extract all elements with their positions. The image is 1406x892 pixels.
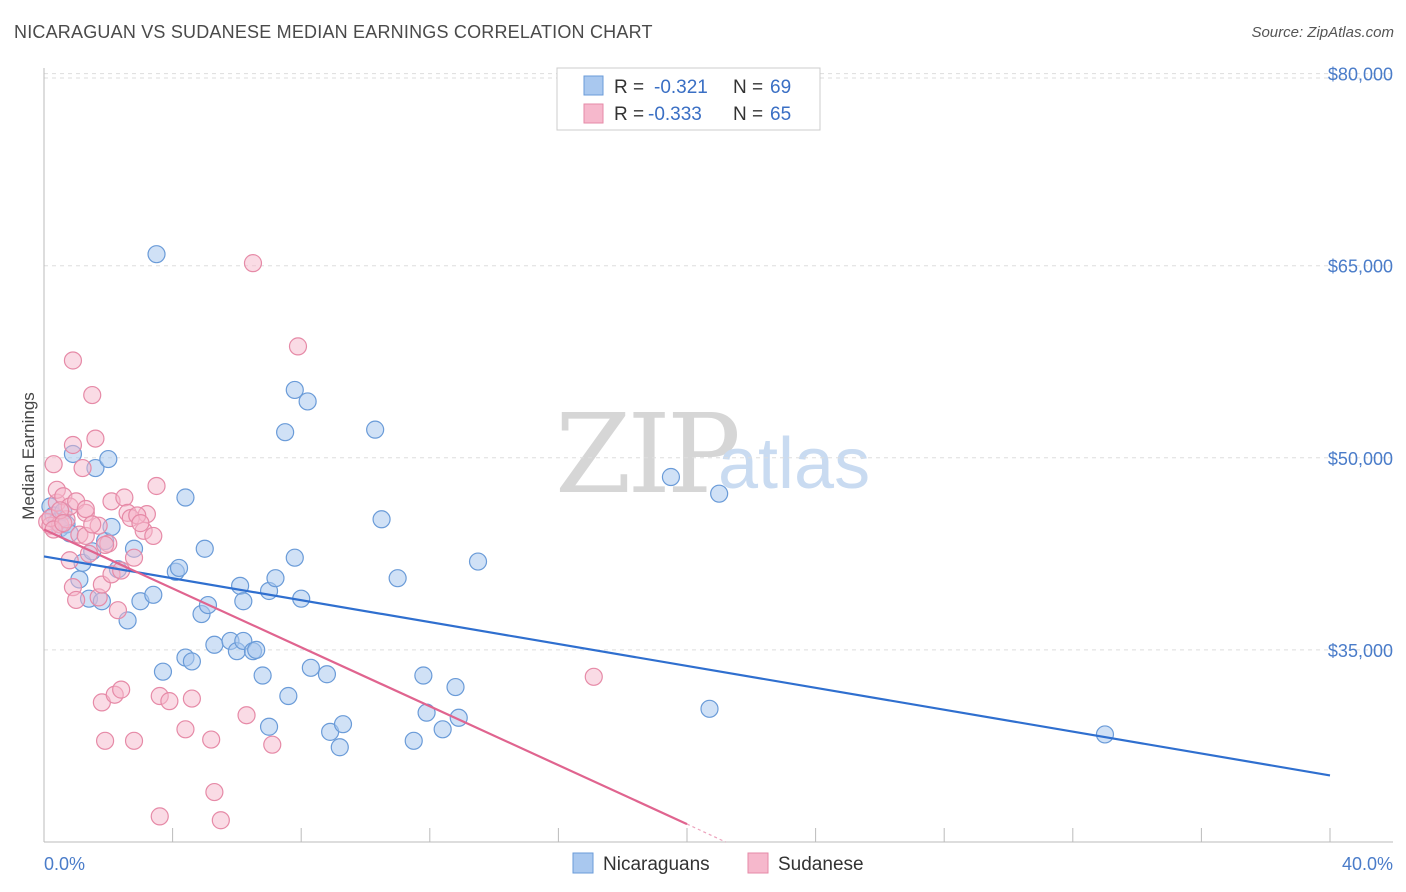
nicaraguans-point xyxy=(331,739,348,756)
sudanese-point xyxy=(55,515,72,532)
sudanese-point xyxy=(77,501,94,518)
sudanese-points xyxy=(39,255,603,829)
sudanese-point xyxy=(109,602,126,619)
series-legend-label-sudanese: Sudanese xyxy=(778,854,864,875)
x-axis-ticks xyxy=(44,828,1330,842)
nicaraguans-point xyxy=(145,586,162,603)
sudanese-point xyxy=(84,516,101,533)
nicaraguans-point xyxy=(389,570,406,587)
sudanese-point xyxy=(116,489,133,506)
sudanese-point xyxy=(145,527,162,544)
legend-r-value-1: -0.321 xyxy=(654,77,708,98)
nicaraguans-point xyxy=(367,421,384,438)
legend-r-label-1: R = xyxy=(614,77,644,98)
series-legend-swatch-nicaraguans xyxy=(573,853,593,873)
nicaraguans-point xyxy=(701,700,718,717)
nicaraguans-point xyxy=(261,718,278,735)
nicaraguans-point xyxy=(286,549,303,566)
sudanese-point xyxy=(126,549,143,566)
watermark-atlas: atlas xyxy=(718,424,870,504)
nicaraguans-point xyxy=(235,593,252,610)
nicaraguans-point xyxy=(447,679,464,696)
correlation-legend: R = -0.321 N = 69 R = -0.333 N = 65 xyxy=(557,68,820,130)
nicaraguans-point xyxy=(267,570,284,587)
series-legend-label-nicaraguans: Nicaraguans xyxy=(603,854,710,875)
sudanese-point xyxy=(64,352,81,369)
y-tick-label: $50,000 xyxy=(1328,449,1393,469)
legend-n-value-1: 69 xyxy=(770,77,791,98)
nicaraguans-point xyxy=(196,540,213,557)
nicaraguans-point xyxy=(662,469,679,486)
sudanese-point xyxy=(203,731,220,748)
nicaraguans-point xyxy=(100,451,117,468)
watermark-zip: ZIP xyxy=(555,390,738,518)
y-axis-label: Median Earnings xyxy=(19,392,38,520)
series-legend: Nicaraguans Sudanese xyxy=(573,853,864,875)
sudanese-point xyxy=(84,387,101,404)
sudanese-point xyxy=(126,732,143,749)
sudanese-point xyxy=(68,591,85,608)
legend-swatch-sudanese xyxy=(584,104,603,123)
sudanese-point xyxy=(183,690,200,707)
nicaraguans-point xyxy=(711,485,728,502)
sudanese-point xyxy=(151,808,168,825)
sudanese-point xyxy=(97,732,114,749)
sudanese-point xyxy=(585,668,602,685)
sudanese-point xyxy=(113,681,130,698)
sudanese-point xyxy=(264,736,281,753)
y-axis-tick-labels: $80,000 $65,000 $50,000 $35,000 xyxy=(1328,65,1393,661)
sudanese-point xyxy=(45,456,62,473)
nicaraguans-point xyxy=(280,688,297,705)
nicaraguans-point xyxy=(1096,726,1113,743)
nicaraguans-point xyxy=(334,716,351,733)
sudanese-point xyxy=(244,255,261,272)
legend-swatch-nicaraguans xyxy=(584,76,603,95)
nicaraguans-point xyxy=(177,489,194,506)
y-tick-label: $65,000 xyxy=(1328,257,1393,277)
sudanese-point xyxy=(148,477,165,494)
nicaraguans-point xyxy=(302,659,319,676)
nicaraguans-trend-line xyxy=(44,556,1330,775)
sudanese-point xyxy=(238,707,255,724)
legend-n-label-1: N = xyxy=(733,77,763,98)
nicaraguans-point xyxy=(183,653,200,670)
sudanese-point xyxy=(74,460,91,477)
scatter-chart: ZIP atlas $80,000 $65,000 $50,000 $35,000 M… xyxy=(0,0,1406,892)
nicaraguans-point xyxy=(206,636,223,653)
sudanese-point xyxy=(64,437,81,454)
sudanese-point xyxy=(212,812,229,829)
sudanese-point xyxy=(87,430,104,447)
y-tick-label: $35,000 xyxy=(1328,641,1393,661)
nicaraguans-point xyxy=(470,553,487,570)
nicaraguans-point xyxy=(248,641,265,658)
nicaraguans-point xyxy=(148,246,165,263)
nicaraguans-point xyxy=(254,667,271,684)
x-tick-label-left: 0.0% xyxy=(44,854,85,874)
sudanese-point xyxy=(161,693,178,710)
sudanese-point xyxy=(206,784,223,801)
nicaraguans-point xyxy=(171,559,188,576)
legend-n-value-2: 65 xyxy=(770,104,791,125)
series-legend-swatch-sudanese xyxy=(748,853,768,873)
gridlines xyxy=(44,74,1393,650)
legend-n-label-2: N = xyxy=(733,104,763,125)
sudanese-point xyxy=(132,515,149,532)
y-tick-label: $80,000 xyxy=(1328,65,1393,85)
trend-lines xyxy=(44,530,1330,842)
sudanese-trend-extension xyxy=(687,824,726,842)
nicaraguans-point xyxy=(318,666,335,683)
legend-r-label-2: R = xyxy=(614,104,644,125)
sudanese-point xyxy=(97,536,114,553)
nicaraguans-point xyxy=(415,667,432,684)
nicaraguans-point xyxy=(405,732,422,749)
sudanese-point xyxy=(177,721,194,738)
nicaraguans-point xyxy=(154,663,171,680)
sudanese-point xyxy=(289,338,306,355)
nicaraguans-point xyxy=(434,721,451,738)
legend-r-value-2: -0.333 xyxy=(648,104,702,125)
nicaraguans-point xyxy=(373,511,390,528)
x-tick-label-right: 40.0% xyxy=(1342,854,1393,874)
nicaraguans-point xyxy=(277,424,294,441)
nicaraguans-point xyxy=(299,393,316,410)
